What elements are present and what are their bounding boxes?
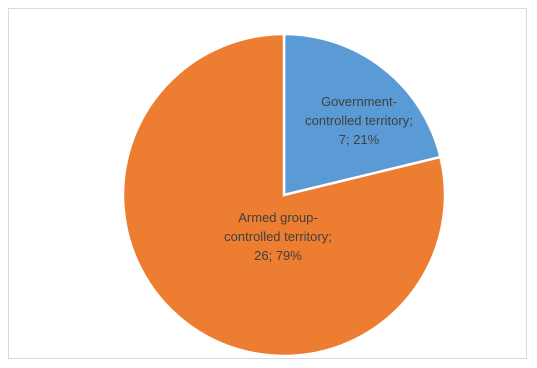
- slice-data-label-line: 7; 21%: [339, 132, 380, 147]
- slice-data-label-line: controlled territory;: [305, 113, 413, 128]
- slice-data-label-line: Armed group-: [238, 210, 317, 225]
- pie-data-labels: Government-controlled territory; 7; 21% Ar…: [224, 94, 413, 263]
- pie-slice-0: [282, 32, 442, 197]
- pie-slices: [121, 32, 447, 358]
- pie-slice-1: [121, 32, 447, 358]
- slice-data-label-line: 26; 79%: [254, 248, 302, 263]
- slice-data-label-line: Government-: [321, 94, 397, 109]
- slice-data-label-1: Armed group-controlled territory; 26; 79%: [224, 210, 332, 263]
- slice-data-label-line: controlled territory;: [224, 229, 332, 244]
- slice-data-label-0: Government-controlled territory; 7; 21%: [305, 94, 413, 147]
